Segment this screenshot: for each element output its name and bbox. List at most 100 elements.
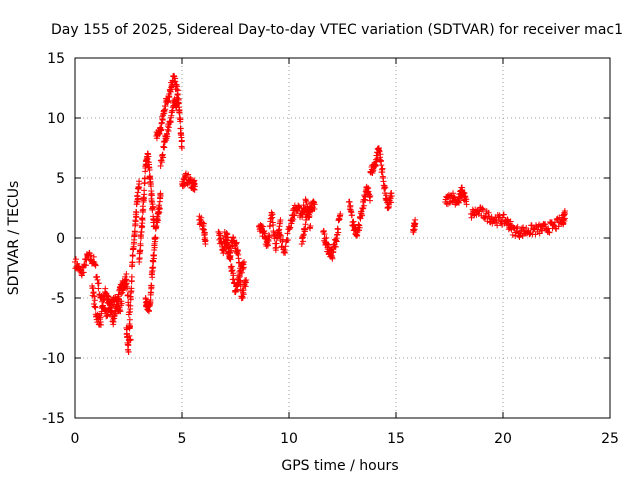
data-point bbox=[118, 300, 125, 307]
data-point bbox=[218, 239, 225, 246]
data-point bbox=[172, 78, 179, 85]
data-point bbox=[337, 211, 344, 217]
data-point bbox=[552, 225, 559, 232]
data-point bbox=[542, 221, 549, 228]
data-point bbox=[158, 119, 165, 126]
data-point bbox=[277, 217, 284, 223]
data-point bbox=[158, 126, 165, 133]
data-point bbox=[224, 240, 231, 247]
data-point bbox=[480, 206, 487, 213]
data-point bbox=[279, 236, 286, 243]
data-point bbox=[191, 183, 198, 190]
data-point bbox=[284, 230, 291, 237]
data-point bbox=[355, 221, 362, 228]
x-tick-label: 25 bbox=[601, 431, 619, 447]
data-point bbox=[150, 264, 157, 271]
data-point bbox=[202, 237, 209, 244]
x-axis-label: GPS time / hours bbox=[281, 458, 398, 474]
data-point bbox=[165, 98, 172, 105]
data-point bbox=[562, 211, 569, 217]
data-point bbox=[461, 189, 468, 196]
data-point bbox=[145, 153, 152, 160]
data-point bbox=[545, 229, 552, 236]
data-point bbox=[282, 249, 289, 256]
data-point bbox=[348, 212, 355, 219]
data-point bbox=[265, 237, 272, 244]
data-point bbox=[367, 193, 374, 199]
data-point bbox=[320, 227, 327, 234]
data-point bbox=[303, 198, 310, 205]
data-point bbox=[387, 195, 394, 202]
data-point bbox=[138, 235, 145, 242]
data-point bbox=[128, 285, 135, 292]
data-point bbox=[123, 271, 130, 277]
data-point bbox=[388, 193, 395, 199]
data-point bbox=[151, 244, 158, 251]
data-point bbox=[335, 229, 342, 236]
data-point bbox=[125, 348, 132, 355]
data-point bbox=[117, 308, 124, 315]
data-point bbox=[512, 233, 519, 240]
data-point bbox=[155, 217, 162, 224]
data-point bbox=[121, 284, 128, 291]
data-point bbox=[412, 220, 419, 227]
data-point bbox=[127, 302, 134, 309]
data-point bbox=[270, 221, 277, 228]
data-point bbox=[290, 216, 297, 223]
data-point bbox=[485, 213, 492, 220]
data-point bbox=[500, 211, 507, 218]
data-point bbox=[513, 225, 520, 232]
data-point bbox=[278, 232, 285, 239]
data-point bbox=[88, 252, 95, 259]
data-point bbox=[449, 197, 456, 204]
data-point bbox=[113, 303, 120, 310]
x-tick-label: 15 bbox=[387, 431, 405, 447]
data-point bbox=[95, 280, 102, 287]
data-point bbox=[330, 248, 337, 255]
data-point bbox=[90, 284, 97, 291]
data-points bbox=[72, 72, 569, 355]
data-point bbox=[174, 83, 181, 90]
data-point bbox=[132, 218, 139, 225]
data-point bbox=[378, 162, 385, 169]
data-point bbox=[157, 193, 164, 199]
data-point bbox=[233, 241, 240, 248]
data-point bbox=[106, 299, 113, 306]
y-tick-label: 5 bbox=[56, 171, 65, 187]
data-point bbox=[116, 296, 123, 303]
data-point bbox=[359, 212, 366, 219]
data-point bbox=[291, 212, 298, 219]
data-point bbox=[485, 209, 492, 216]
data-point bbox=[92, 304, 99, 311]
data-point bbox=[323, 234, 330, 241]
data-point bbox=[540, 221, 547, 228]
data-point bbox=[229, 267, 236, 274]
data-point bbox=[264, 242, 271, 249]
data-point bbox=[97, 321, 104, 328]
y-tick-label: -5 bbox=[51, 291, 65, 307]
y-tick-label: -15 bbox=[42, 411, 65, 427]
data-point bbox=[277, 231, 284, 238]
data-point bbox=[236, 259, 243, 266]
data-point bbox=[346, 198, 353, 205]
data-point bbox=[479, 205, 486, 212]
y-tick-label: 0 bbox=[56, 231, 65, 247]
data-point bbox=[156, 205, 163, 212]
data-point bbox=[128, 273, 135, 280]
data-point bbox=[240, 264, 247, 271]
data-point bbox=[167, 88, 174, 95]
data-point bbox=[243, 277, 250, 283]
data-point bbox=[72, 256, 79, 263]
data-point bbox=[379, 165, 386, 172]
data-point bbox=[333, 238, 340, 245]
data-point bbox=[149, 204, 156, 211]
data-point bbox=[514, 223, 521, 230]
data-point bbox=[329, 255, 336, 262]
data-point bbox=[357, 215, 364, 222]
data-point bbox=[296, 204, 303, 211]
data-point bbox=[112, 304, 119, 311]
data-point bbox=[269, 211, 276, 218]
data-point bbox=[200, 220, 207, 227]
data-point bbox=[239, 294, 246, 301]
